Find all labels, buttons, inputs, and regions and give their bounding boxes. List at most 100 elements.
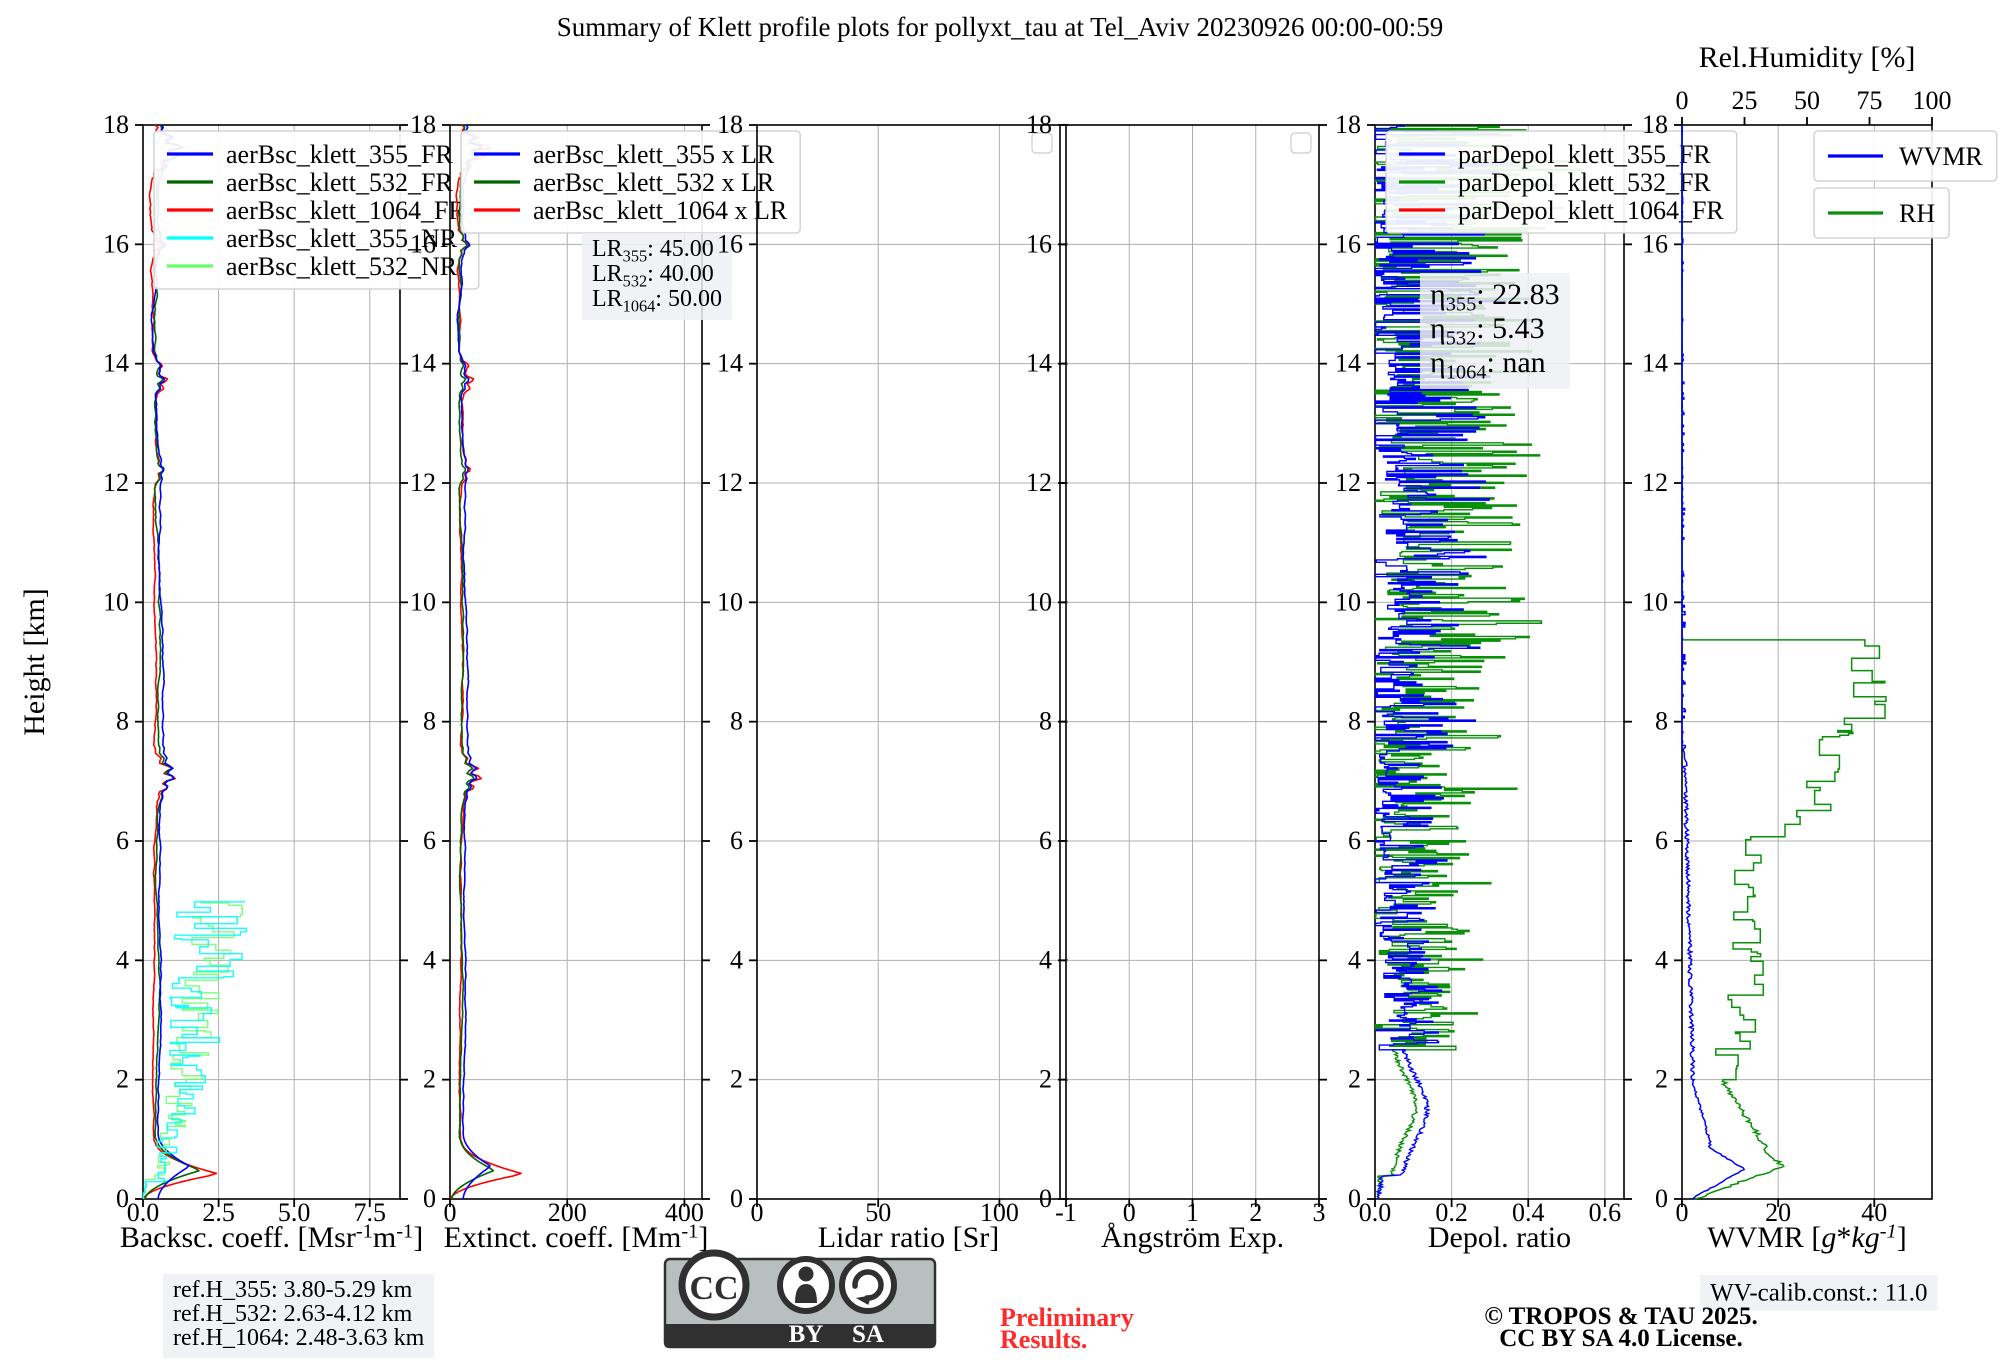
svg-text:10: 10: [717, 587, 743, 616]
svg-text:18: 18: [1026, 110, 1052, 139]
svg-text:14: 14: [1642, 349, 1668, 378]
svg-text:18: 18: [103, 110, 129, 139]
svg-text:12: 12: [1642, 468, 1668, 497]
svg-text:ref.H_1064: 2.48-3.63 km: ref.H_1064: 2.48-3.63 km: [173, 1325, 425, 1351]
svg-text:g: g: [1821, 1221, 1836, 1254]
svg-text:16: 16: [1335, 229, 1361, 258]
svg-text:2: 2: [423, 1065, 436, 1094]
svg-text:Height [km]: Height [km]: [18, 588, 51, 735]
svg-text:6: 6: [1655, 826, 1668, 855]
svg-text:: 5.43: : 5.43: [1476, 312, 1544, 345]
svg-text:12: 12: [1026, 468, 1052, 497]
svg-text:10: 10: [103, 587, 129, 616]
svg-text:]: ]: [1897, 1221, 1907, 1254]
svg-text:12: 12: [717, 468, 743, 497]
svg-text:0: 0: [1039, 1184, 1052, 1213]
svg-text:]: ]: [698, 1221, 708, 1254]
svg-text:6: 6: [1039, 826, 1052, 855]
svg-text:8: 8: [423, 707, 436, 736]
svg-text:25: 25: [1732, 86, 1758, 115]
svg-text:12: 12: [1335, 468, 1361, 497]
svg-text:0: 0: [1676, 1198, 1689, 1227]
svg-text:0: 0: [1676, 86, 1689, 115]
svg-text:aerBsc_klett_1064 x LR: aerBsc_klett_1064 x LR: [533, 196, 788, 225]
svg-text:14: 14: [1335, 349, 1361, 378]
svg-text:12: 12: [103, 468, 129, 497]
svg-text:4: 4: [1655, 945, 1668, 974]
svg-text:RH: RH: [1899, 199, 1935, 228]
svg-text:0: 0: [423, 1184, 436, 1213]
svg-text:WVMR: WVMR: [1899, 142, 1983, 171]
svg-text:Depol. ratio: Depol. ratio: [1428, 1221, 1571, 1254]
svg-text:]: ]: [413, 1221, 423, 1254]
svg-text:8: 8: [116, 707, 129, 736]
svg-text:aerBsc_klett_532_FR: aerBsc_klett_532_FR: [226, 168, 453, 197]
svg-text:355: 355: [623, 246, 647, 265]
svg-text:: 50.00: : 50.00: [655, 286, 722, 312]
svg-text:2: 2: [116, 1065, 129, 1094]
svg-text:10: 10: [1642, 587, 1668, 616]
svg-text:: 22.83: : 22.83: [1476, 278, 1559, 311]
svg-text:η: η: [1430, 278, 1446, 311]
svg-text:BY: BY: [789, 1321, 824, 1348]
svg-text:η: η: [1430, 346, 1446, 379]
svg-text:CC: CC: [689, 1270, 738, 1307]
svg-text:6: 6: [1348, 826, 1361, 855]
svg-text:Rel.Humidity [%]: Rel.Humidity [%]: [1699, 41, 1916, 74]
svg-text:1064: 1064: [1446, 361, 1487, 383]
svg-text:4: 4: [116, 945, 129, 974]
svg-text:*: *: [1836, 1221, 1851, 1254]
svg-text:16: 16: [1642, 229, 1668, 258]
svg-text:12: 12: [410, 468, 436, 497]
svg-text:aerBsc_klett_1064_FR: aerBsc_klett_1064_FR: [226, 196, 466, 225]
svg-text:-1: -1: [681, 1220, 698, 1242]
svg-text:16: 16: [103, 229, 129, 258]
svg-text:8: 8: [730, 707, 743, 736]
svg-text:parDepol_klett_355_FR: parDepol_klett_355_FR: [1458, 140, 1711, 169]
svg-text:Results.: Results.: [1000, 1325, 1087, 1354]
svg-text:14: 14: [717, 349, 743, 378]
svg-text:3: 3: [1313, 1198, 1326, 1227]
svg-text:SA: SA: [852, 1321, 884, 1348]
svg-text:-1: -1: [356, 1220, 373, 1242]
svg-text:Ångström Exp.: Ångström Exp.: [1101, 1221, 1284, 1254]
svg-text:8: 8: [1039, 707, 1052, 736]
svg-text:m: m: [373, 1221, 396, 1254]
svg-text:0.0: 0.0: [1359, 1198, 1392, 1227]
svg-text:2: 2: [730, 1065, 743, 1094]
svg-text:10: 10: [1026, 587, 1052, 616]
svg-text:532: 532: [1446, 327, 1477, 349]
svg-text:0: 0: [751, 1198, 764, 1227]
svg-text:8: 8: [1655, 707, 1668, 736]
svg-text:4: 4: [1348, 945, 1361, 974]
svg-text:6: 6: [423, 826, 436, 855]
svg-text:ref.H_532: 2.63-4.12 km: ref.H_532: 2.63-4.12 km: [173, 1301, 413, 1327]
svg-text:6: 6: [116, 826, 129, 855]
svg-text:6: 6: [730, 826, 743, 855]
svg-text:Extinct. coeff. [Mm: Extinct. coeff. [Mm: [444, 1221, 682, 1254]
svg-text:: nan: : nan: [1486, 346, 1545, 379]
svg-text:18: 18: [410, 110, 436, 139]
svg-text:10: 10: [1335, 587, 1361, 616]
svg-text:2: 2: [1655, 1065, 1668, 1094]
svg-text:355: 355: [1446, 293, 1477, 315]
svg-text:2: 2: [1348, 1065, 1361, 1094]
svg-text:14: 14: [103, 349, 129, 378]
svg-text:16: 16: [1026, 229, 1052, 258]
svg-text:aerBsc_klett_355_FR: aerBsc_klett_355_FR: [226, 140, 453, 169]
svg-text:0: 0: [730, 1184, 743, 1213]
svg-text:ref.H_355: 3.80-5.29 km: ref.H_355: 3.80-5.29 km: [173, 1277, 413, 1303]
svg-text:16: 16: [717, 229, 743, 258]
svg-text:2: 2: [1039, 1065, 1052, 1094]
svg-text:14: 14: [410, 349, 436, 378]
svg-text:-1: -1: [396, 1220, 413, 1242]
svg-text:LR: LR: [592, 261, 623, 287]
svg-text:18: 18: [1335, 110, 1361, 139]
svg-text:4: 4: [730, 945, 743, 974]
svg-text:0: 0: [1655, 1184, 1668, 1213]
svg-text:18: 18: [717, 110, 743, 139]
svg-text:LR: LR: [592, 236, 623, 262]
svg-text:parDepol_klett_532_FR: parDepol_klett_532_FR: [1458, 168, 1711, 197]
svg-text:16: 16: [410, 229, 436, 258]
svg-text:η: η: [1430, 312, 1446, 345]
